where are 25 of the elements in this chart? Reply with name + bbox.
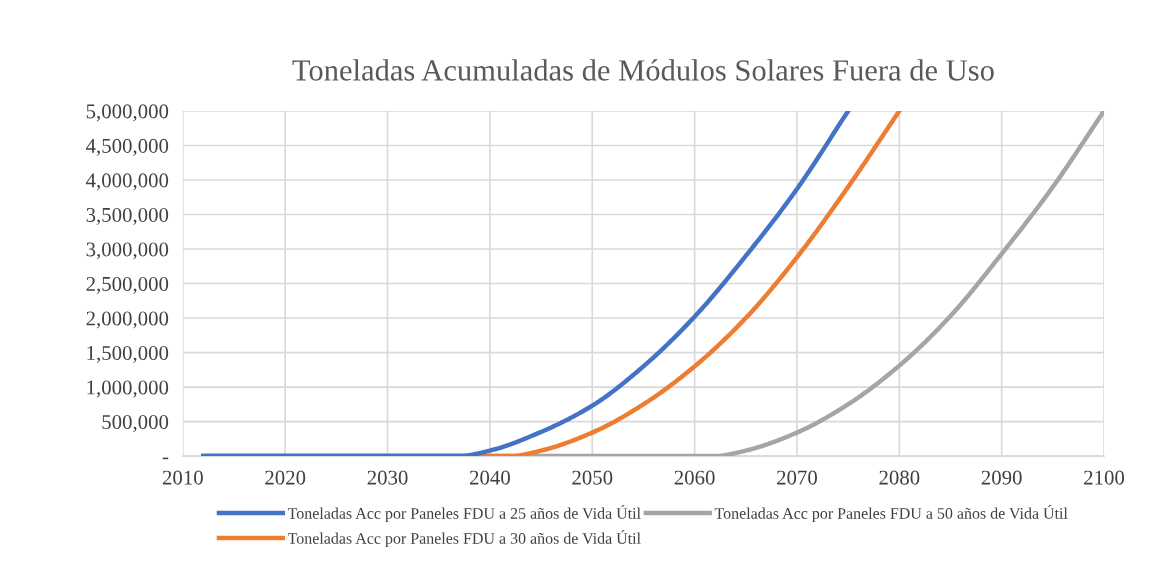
y-tick-label: 2,000,000 — [86, 311, 169, 329]
legend-label: Toneladas Acc por Paneles FDU a 30 años de Vida Útil — [287, 530, 641, 548]
y-tick-label: 1,500,000 — [87, 345, 169, 363]
x-tick-label: 2050 — [572, 470, 613, 485]
x-tick-label: 2100 — [1084, 470, 1125, 485]
legend-label: Toneladas Acc por Paneles FDU a 25 años de Vida Útil — [287, 504, 641, 523]
y-tick-label: - — [162, 457, 169, 460]
chart-title: Toneladas Acumuladas de Módulos Solares Fuera de Uso — [292, 59, 994, 81]
y-tick-label: 2,500,000 — [86, 276, 169, 294]
x-tick-label: 2020 — [265, 470, 306, 485]
x-tick-label: 2070 — [777, 470, 817, 485]
legend-label: Toneladas Acc por Paneles FDU a 50 años de Vida Útil — [714, 504, 1068, 523]
y-tick-label: 3,000,000 — [86, 242, 169, 260]
y-tick-label: 4,000,000 — [86, 173, 169, 191]
x-tick-label: 2080 — [879, 470, 920, 485]
y-tick-label: 3,500,000 — [86, 207, 169, 225]
y-tick-label: 5,000,000 — [86, 104, 169, 122]
x-tick-label: 2090 — [981, 470, 1022, 485]
y-tick-label: 4,500,000 — [86, 138, 169, 156]
y-tick-label: 500,000 — [102, 414, 169, 432]
x-tick-label: 2060 — [674, 470, 715, 485]
x-tick-label: 2030 — [367, 470, 408, 485]
x-tick-label: 2010 — [162, 470, 203, 485]
x-tick-label: 2040 — [469, 470, 510, 485]
y-tick-label: 1,000,000 — [87, 380, 169, 398]
